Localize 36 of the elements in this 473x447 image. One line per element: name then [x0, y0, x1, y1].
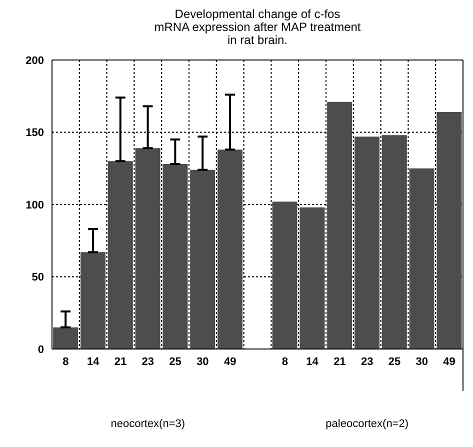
y-tick-label: 0: [38, 344, 44, 356]
x-tick-label: 49: [443, 356, 456, 368]
x-tick-label: 8: [282, 356, 288, 368]
bar: [53, 327, 78, 349]
bar: [190, 170, 216, 349]
bar: [327, 102, 352, 349]
y-tick-label: 100: [26, 199, 44, 212]
x-tick-label: 30: [196, 356, 209, 368]
text: paleocortex(n=2): [326, 418, 409, 430]
x-tick-label: 14: [86, 356, 100, 368]
bar: [382, 135, 407, 349]
text: neocortex(n=3): [110, 418, 186, 430]
x-tick-label: 49: [224, 356, 236, 368]
x-tick-label: 25: [169, 356, 182, 368]
bar: [135, 148, 160, 349]
y-tick-label: 50: [32, 272, 44, 284]
y-tick-label: 150: [26, 127, 44, 140]
x-tick-label: 25: [388, 356, 401, 368]
bar: [300, 207, 325, 349]
x-tick-label: 8: [62, 356, 69, 368]
chart-title: Developmental change of c-fos mRNA expression after MAP treatment in rat brain.: [153, 7, 362, 47]
x-tick-label: 21: [114, 356, 127, 368]
x-tick-label: 30: [416, 356, 428, 368]
bar: [272, 202, 298, 349]
x-tick-label: 14: [306, 356, 320, 368]
bar: [409, 168, 434, 349]
x-tick-label: 23: [360, 356, 374, 368]
bar: [436, 112, 462, 349]
bar: [217, 150, 242, 349]
y-tick-label: 200: [26, 54, 44, 67]
bar: [80, 252, 106, 349]
bar: [354, 136, 380, 349]
x-tick-label: 21: [334, 356, 346, 368]
bar: [162, 164, 188, 349]
x-tick-label: 23: [142, 356, 154, 368]
bar: [108, 161, 133, 349]
